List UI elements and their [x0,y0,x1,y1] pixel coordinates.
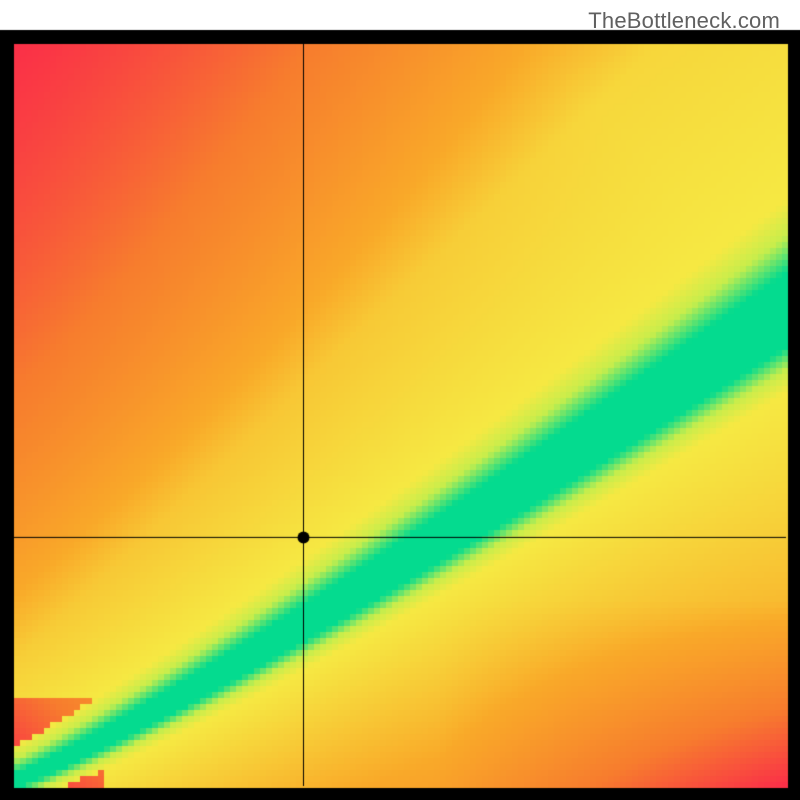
heatmap-canvas [0,0,800,800]
chart-container: TheBottleneck.com [0,0,800,800]
watermark-text: TheBottleneck.com [588,8,780,34]
